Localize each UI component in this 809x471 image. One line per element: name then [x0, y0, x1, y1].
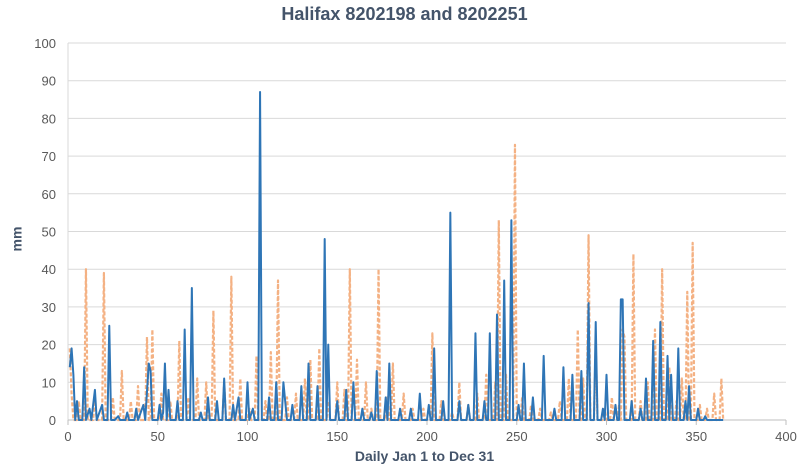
x-tick-label: 50 [151, 429, 165, 444]
x-tick-label: 100 [237, 429, 259, 444]
y-tick-label: 100 [34, 36, 56, 51]
x-tick-label: 300 [596, 429, 618, 444]
y-tick-label: 20 [42, 338, 56, 353]
x-tick-label: 150 [326, 429, 348, 444]
chart-title: Halifax 8202198 and 8202251 [281, 4, 528, 24]
series-layer [68, 91, 725, 422]
tick-labels: 0 10 20 30 40 50 60 70 80 90 100 0 50 100 150 200 250 300… [34, 36, 797, 444]
x-tick-label: 250 [506, 429, 528, 444]
y-tick-label: 10 [42, 375, 56, 390]
y-tick-label: 0 [49, 413, 56, 428]
x-tick-label: 0 [64, 429, 71, 444]
series-line-dashed [68, 143, 725, 422]
y-tick-label: 50 [42, 225, 56, 240]
y-tick-label: 60 [42, 187, 56, 202]
y-tick-label: 30 [42, 300, 56, 315]
x-axis-label: Daily Jan 1 to Dec 31 [354, 448, 495, 464]
x-tick-label: 350 [685, 429, 707, 444]
x-tick-label: 200 [416, 429, 438, 444]
y-tick-label: 80 [42, 111, 56, 126]
y-tick-label: 70 [42, 149, 56, 164]
series-line-solid [68, 91, 724, 421]
y-tick-label: 40 [42, 262, 56, 277]
y-tick-label: 90 [42, 74, 56, 89]
x-tick-label: 400 [775, 429, 797, 444]
